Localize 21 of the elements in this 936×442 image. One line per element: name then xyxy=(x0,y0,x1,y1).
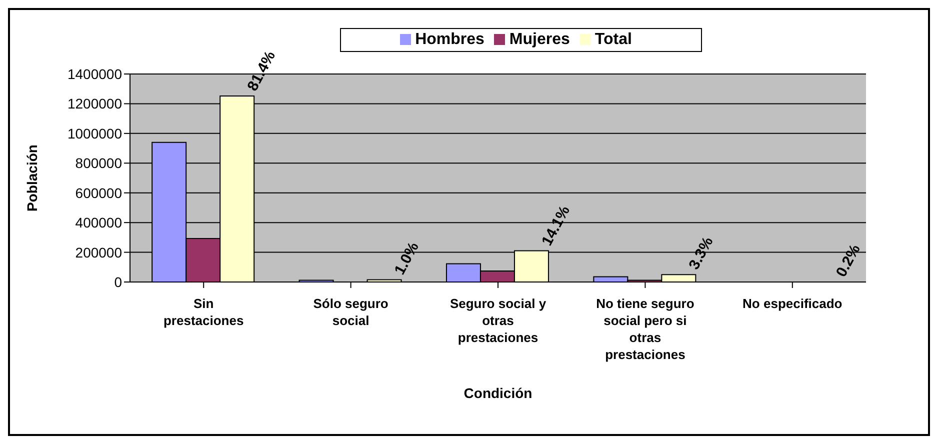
x-axis-title: Condición xyxy=(464,385,532,401)
x-tick-label: No tiene seguro social pero si otras prestaciones xyxy=(596,296,694,362)
y-tick-label: 200000 xyxy=(75,244,122,260)
y-tick-label: 1000000 xyxy=(67,125,122,142)
x-tick-label: Seguro social y otras prestaciones xyxy=(450,296,547,345)
y-tick-label: 600000 xyxy=(75,184,122,201)
y-tick-label: 400000 xyxy=(75,214,122,231)
x-tick-label: Sin prestaciones xyxy=(164,296,244,328)
annotation: 0.2% xyxy=(832,242,864,280)
y-tick-label: 1400000 xyxy=(67,66,122,82)
y-tick-label: 1200000 xyxy=(67,96,122,112)
x-tick-label: No especificado xyxy=(742,296,842,311)
annotation: 1.0% xyxy=(391,239,422,278)
legend-label: Hombres xyxy=(415,31,484,48)
legend-label: Total xyxy=(594,31,632,48)
y-tick-label: 0 xyxy=(114,274,122,290)
y-tick-label: 800000 xyxy=(75,155,122,172)
y-axis-title: Población xyxy=(24,144,40,212)
annotation: 3.3% xyxy=(686,234,717,272)
x-tick-label: Sólo seguro social xyxy=(313,296,388,328)
legend-label: Mujeres xyxy=(509,31,570,48)
